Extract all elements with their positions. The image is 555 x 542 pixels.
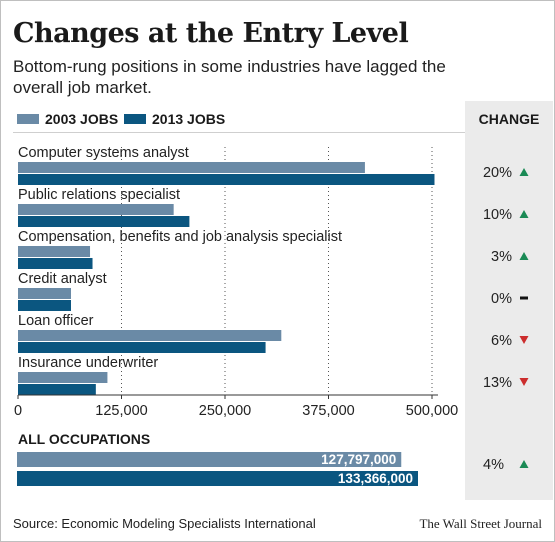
change-value: 10% [483, 207, 512, 223]
change-header: CHANGE [478, 111, 540, 127]
legend-item-2013: 2013 JOBS [124, 111, 225, 127]
bar-2013 [18, 174, 435, 185]
category-label: Public relations specialist [18, 187, 180, 203]
down-arrow-icon [519, 378, 529, 386]
legend-label-2013: 2013 JOBS [152, 111, 226, 127]
bar-2003 [18, 372, 108, 383]
total-bar-2013 [17, 471, 418, 486]
change-value: 0% [491, 291, 512, 307]
category-label: Credit analyst [18, 271, 107, 287]
bar-2013 [18, 342, 266, 353]
all-occupations-title: ALL OCCUPATIONS [18, 431, 150, 447]
category-label: Compensation, benefits and job analysis … [18, 229, 342, 245]
up-arrow-icon [519, 252, 529, 260]
change-value: 13% [483, 375, 512, 391]
legend-swatch-2013 [124, 114, 146, 124]
chart-title: Changes at the Entry Level [13, 18, 409, 49]
up-arrow-icon [519, 210, 529, 218]
category-label: Loan officer [18, 313, 94, 329]
bar-2003 [18, 330, 282, 341]
bar-2013 [18, 300, 71, 311]
total-bar-label: 127,797,000 [321, 452, 396, 467]
x-tick-label: 125,000 [95, 403, 147, 419]
bar-2013 [18, 258, 93, 269]
legend-item-2003: 2003 JOBS [17, 111, 118, 127]
bar-2013 [18, 384, 96, 395]
change-column-panel [465, 101, 553, 500]
bar-2003 [18, 246, 91, 257]
category-label: Computer systems analyst [18, 145, 189, 161]
x-tick-label: 375,000 [302, 403, 354, 419]
up-arrow-icon [519, 460, 529, 468]
credit-line: The Wall Street Journal [419, 516, 542, 531]
header-divider [13, 132, 465, 133]
chart-subtitle: Bottom-rung positions in some industries… [13, 57, 446, 97]
x-tick-label: 500,000 [406, 403, 458, 419]
x-tick-label: 0 [14, 403, 22, 419]
up-arrow-icon [519, 168, 529, 176]
source-note: Source: Economic Modeling Specialists In… [13, 516, 316, 531]
down-arrow-icon [519, 336, 529, 344]
bar-2003 [18, 162, 365, 173]
legend-label-2003: 2003 JOBS [45, 111, 119, 127]
change-value: 6% [491, 333, 512, 349]
category-label: Insurance underwriter [18, 355, 158, 371]
bar-2003 [18, 204, 174, 215]
flat-dash-icon [520, 296, 528, 300]
x-tick-label: 250,000 [199, 403, 251, 419]
total-bar-2003 [17, 452, 402, 467]
bar-2013 [18, 216, 190, 227]
change-value: 20% [483, 165, 512, 181]
bar-2003 [18, 288, 71, 299]
change-value: 3% [491, 249, 512, 265]
total-bar-label: 133,366,000 [338, 471, 413, 486]
total-change-value: 4% [483, 457, 504, 473]
legend-swatch-2003 [17, 114, 39, 124]
